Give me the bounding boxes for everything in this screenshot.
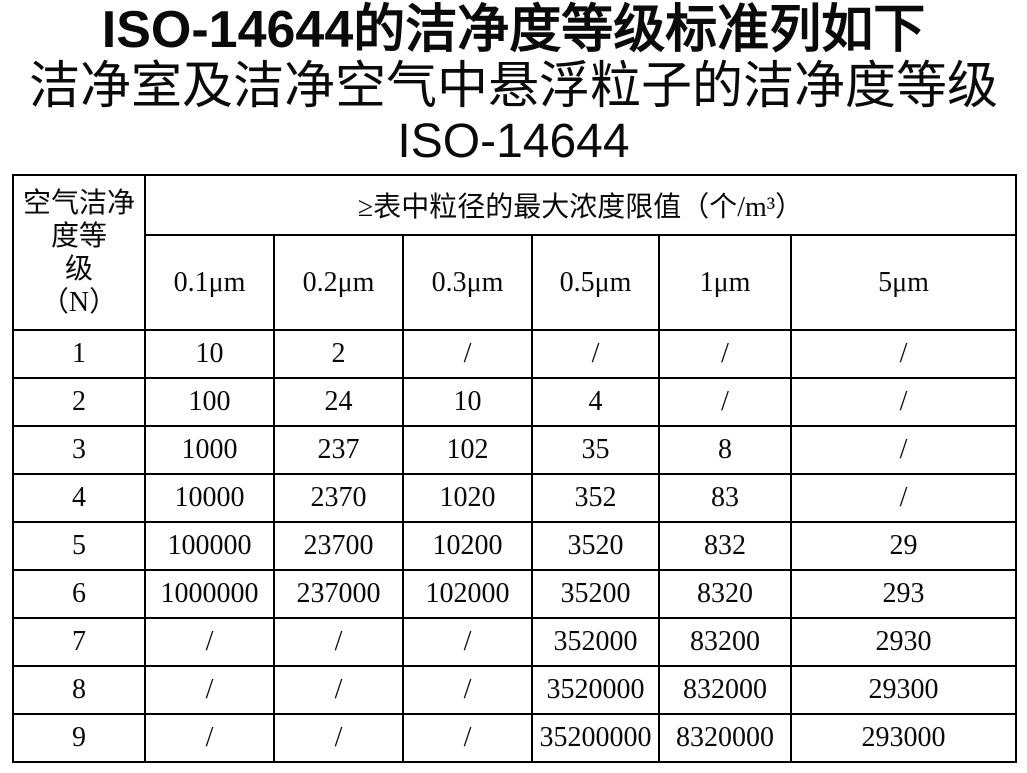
concentration-value-cell: 832000 [658,665,792,715]
concentration-value-cell: 8320 [658,569,792,619]
table-row: 1 10 2// / / [12,329,1018,379]
concentration-value-cell: / [531,329,660,379]
particle-size-header-0-3um: 0.3μm [402,234,533,331]
concentration-value-cell: 293000 [789,713,1018,763]
concentration-value-cell: / [402,329,533,379]
concentration-value-cell: 1000000 [144,569,275,619]
concentration-value-cell: 83 [658,473,792,523]
concentration-value-cell: 237000 [273,569,404,619]
concentration-value-cell: 29300 [789,665,1018,715]
concentration-value-cell: 24 [273,377,404,427]
concentration-value-cell: 10 [144,329,275,379]
concentration-value-cell: 35200 [531,569,660,619]
concentration-value-cell: / [273,617,404,667]
concentration-value-cell: 100 [144,377,275,427]
concentration-value-cell: / [273,665,404,715]
concentration-value-cell: / [402,713,533,763]
particle-size-header-row: 0.1μm 0.2μm 0.3μm 0.5μm 1μm 5μm [13,234,1018,331]
air-cleanliness-class-header: 空气洁净 度等 级 （N） [12,174,146,331]
table-row: 4 10000 2370 1020 352 83/ [12,473,1018,523]
concentration-value-cell: 100000 [144,521,275,571]
table-row: 3 1000 237 102 35 8/ [12,425,1018,475]
class-number-cell: 6 [12,569,146,619]
concentration-value-cell: / [273,713,404,763]
particle-size-header-0-2um: 0.2μm [273,234,404,331]
concentration-value-cell: / [789,377,1018,427]
concentration-value-cell: 102 [402,425,533,475]
particle-size-header-0-5um: 0.5μm [531,234,660,331]
concentration-value-cell: 352 [531,473,660,523]
concentration-value-cell: 35 [531,425,660,475]
concentration-value-cell: 4 [531,377,660,427]
concentration-value-cell: 832 [658,521,792,571]
particle-size-header-5um: 5μm [789,234,1018,331]
particle-size-header-1um: 1μm [658,234,792,331]
concentration-value-cell: / [789,473,1018,523]
concentration-value-cell: 23700 [273,521,404,571]
class-number-cell: 1 [12,329,146,379]
concentration-value-cell: 293 [789,569,1018,619]
concentration-value-cell: 2930 [789,617,1018,667]
concentration-value-cell: 29 [789,521,1018,571]
page-title: ISO-14644的洁净度等级标准列如下 [101,1,926,59]
standard-name: ISO-14644 [397,115,630,168]
concentration-value-cell: 102000 [402,569,533,619]
class-number-cell: 5 [12,521,146,571]
class-number-cell: 4 [12,473,146,523]
table-row: 9///35200000 8320000 293000 [12,713,1018,763]
cleanliness-class-table: 空气洁净 度等 级 （N） ≥表中粒径的最大浓度限值（个/m³） 0.1μm 0… [12,174,1018,763]
concentration-value-cell: / [658,329,792,379]
particle-size-header-0-1um: 0.1μm [144,234,275,331]
concentration-value-cell: / [789,425,1018,475]
table-row: 7///352000 83200 2930 [12,617,1018,667]
class-number-cell: 8 [12,665,146,715]
table-row: 5 100000 23700 10200 3520 832 29 [12,521,1018,571]
concentration-value-cell: 3520000 [531,665,660,715]
concentration-value-cell: 352000 [531,617,660,667]
class-number-cell: 3 [12,425,146,475]
concentration-value-cell: 8 [658,425,792,475]
concentration-value-cell: / [144,617,275,667]
concentration-value-cell: 10 [402,377,533,427]
concentration-value-cell: / [144,665,275,715]
concentration-value-cell: 2370 [273,473,404,523]
concentration-value-cell: 10000 [144,473,275,523]
concentration-value-cell: 10200 [402,521,533,571]
concentration-value-cell: 83200 [658,617,792,667]
class-number-cell: 7 [12,617,146,667]
table-row: 8///3520000 832000 29300 [12,665,1018,715]
concentration-header-row: 空气洁净 度等 级 （N） ≥表中粒径的最大浓度限值（个/m³） [12,174,1018,331]
table-row: 6 1000000 237000 102000 35200 8320 293 [12,569,1018,619]
concentration-value-cell: 3520 [531,521,660,571]
page-subtitle: 洁净室及洁净空气中悬浮粒子的洁净度等级 [28,59,998,115]
concentration-value-cell: / [402,617,533,667]
table-row: 2 100 24 10 4// [12,377,1018,427]
concentration-value-cell: / [402,665,533,715]
concentration-value-cell: 1020 [402,473,533,523]
concentration-value-cell: 35200000 [531,713,660,763]
concentration-value-cell: 1000 [144,425,275,475]
table-body: 1 10 2// //2 100 24 10 4//3 1000 237 102 35 8/4 10000… [12,329,1018,763]
concentration-value-cell: 2 [273,329,404,379]
concentration-value-cell: / [789,329,1018,379]
concentration-value-cell: 237 [273,425,404,475]
class-number-cell: 2 [12,377,146,427]
class-number-cell: 9 [12,713,146,763]
concentration-value-cell: / [144,713,275,763]
concentration-value-cell: / [658,377,792,427]
concentration-value-cell: 8320000 [658,713,792,763]
max-concentration-header: ≥表中粒径的最大浓度限值（个/m³） [143,174,1018,236]
